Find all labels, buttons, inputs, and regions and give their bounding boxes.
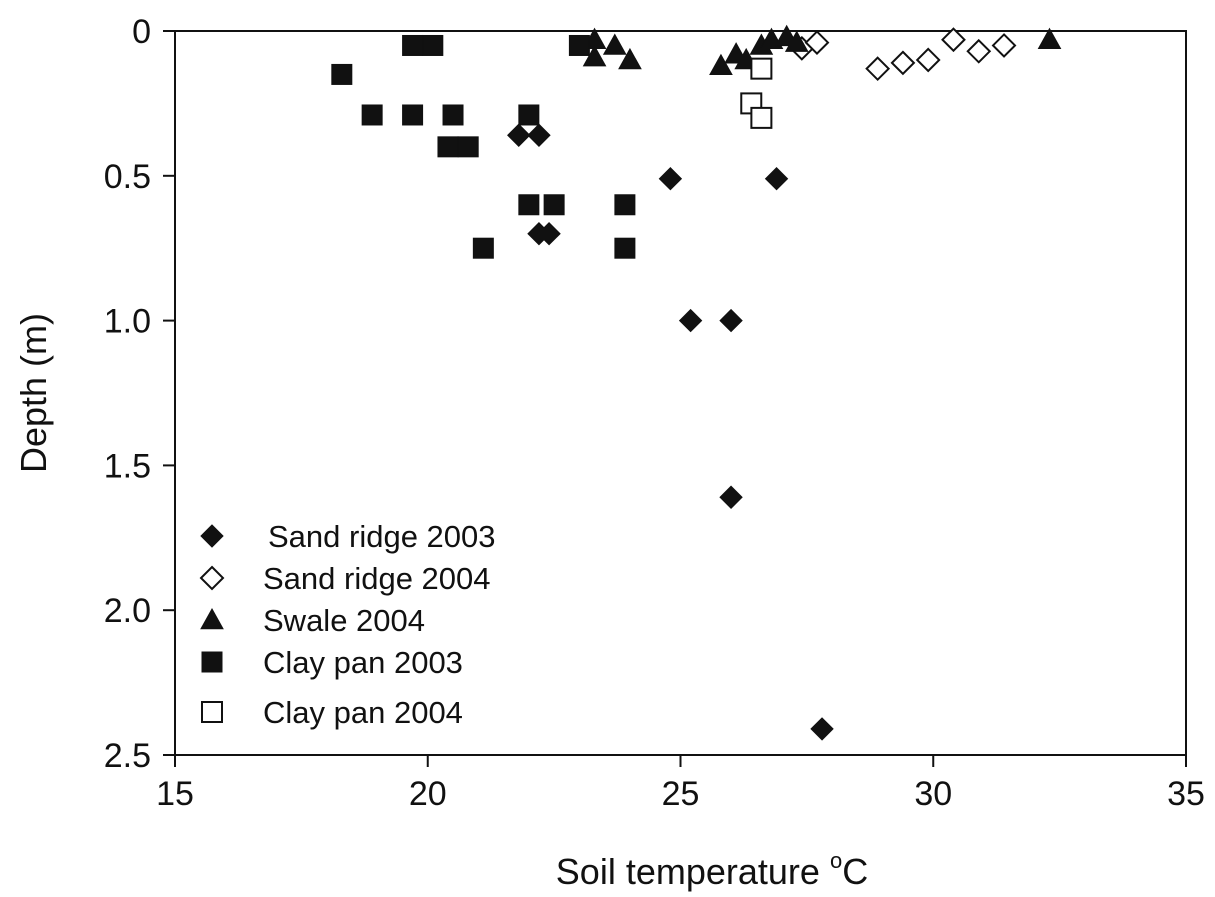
data-point (442, 104, 464, 126)
data-point (991, 33, 1017, 58)
data-point (568, 34, 590, 56)
legend-marker (200, 607, 224, 630)
legend-marker (199, 565, 225, 591)
data-point (527, 123, 551, 147)
x-tick-label: 30 (914, 775, 952, 813)
series-4 (740, 57, 773, 129)
data-point (518, 194, 540, 216)
x-tick-label: 20 (409, 775, 447, 813)
data-point (602, 33, 627, 55)
legend-item: Clay pan 2003 (201, 645, 463, 680)
x-tick-label: 15 (156, 775, 194, 813)
data-points (331, 24, 1062, 741)
x-tick-label: 25 (662, 775, 700, 813)
data-point (658, 166, 683, 191)
data-point (457, 136, 479, 158)
series-1 (789, 27, 1017, 82)
data-point (750, 57, 773, 80)
data-point (537, 222, 561, 246)
data-point (361, 104, 383, 126)
data-point (865, 56, 891, 82)
data-point (764, 166, 789, 191)
x-axis: 15 20 25 30 35 (156, 755, 1205, 813)
x-axis-label: Soil temperature oC (556, 848, 868, 892)
x-axis-label-text: Soil temperature (556, 851, 820, 892)
legend-label: Swale 2004 (263, 603, 425, 638)
y-tick-label: 0 (132, 13, 151, 51)
x-tick-label: 35 (1167, 775, 1205, 813)
data-point (437, 136, 459, 158)
data-point (804, 30, 830, 55)
legend-marker (201, 701, 223, 723)
y-tick-label: 0.5 (104, 158, 151, 196)
legend-item: Sand ridge 2003 (200, 519, 496, 554)
data-point (719, 308, 743, 333)
series-3 (331, 34, 636, 259)
data-point (507, 123, 531, 147)
data-point (784, 30, 809, 52)
data-point (614, 237, 636, 259)
y-tick-label: 2.5 (104, 737, 151, 775)
data-point (890, 50, 916, 76)
x-axis-unit-letter: C (842, 851, 868, 892)
data-point (422, 34, 444, 56)
data-point (719, 485, 743, 509)
legend-item: Swale 2004 (200, 603, 425, 638)
legend-label: Clay pan 2004 (263, 695, 463, 730)
y-tick-label: 2.0 (104, 592, 151, 630)
data-point (402, 34, 424, 56)
legend-item: Clay pan 2004 (201, 695, 463, 730)
series-0 (507, 123, 834, 741)
data-point (750, 106, 773, 129)
data-point (709, 53, 733, 76)
legend-item: Sand ridge 2004 (199, 561, 491, 596)
legend: Sand ridge 2003 Sand ridge 2004 Swale 2004… (199, 519, 496, 730)
data-point (915, 47, 941, 73)
data-point (941, 27, 966, 53)
y-axis-label: Depth (m) (13, 313, 54, 473)
data-point (614, 194, 636, 216)
data-point (618, 47, 642, 70)
data-point (966, 38, 992, 64)
data-point (810, 717, 834, 741)
legend-marker (200, 524, 224, 548)
data-point (472, 237, 494, 259)
legend-label: Clay pan 2003 (263, 645, 463, 680)
y-tick-label: 1.5 (104, 447, 151, 485)
data-point (331, 63, 353, 85)
x-axis-unit-degree: o (830, 848, 842, 873)
data-point (402, 104, 424, 126)
data-point (518, 104, 540, 126)
data-point (543, 194, 565, 216)
legend-label: Sand ridge 2003 (268, 519, 496, 554)
y-tick-label: 1.0 (104, 303, 151, 341)
y-axis: 0 0.5 1.0 1.5 2.0 2.5 (104, 13, 175, 775)
data-point (1037, 27, 1062, 49)
legend-label: Sand ridge 2004 (263, 561, 491, 596)
data-point (678, 308, 703, 333)
legend-marker (201, 651, 223, 673)
